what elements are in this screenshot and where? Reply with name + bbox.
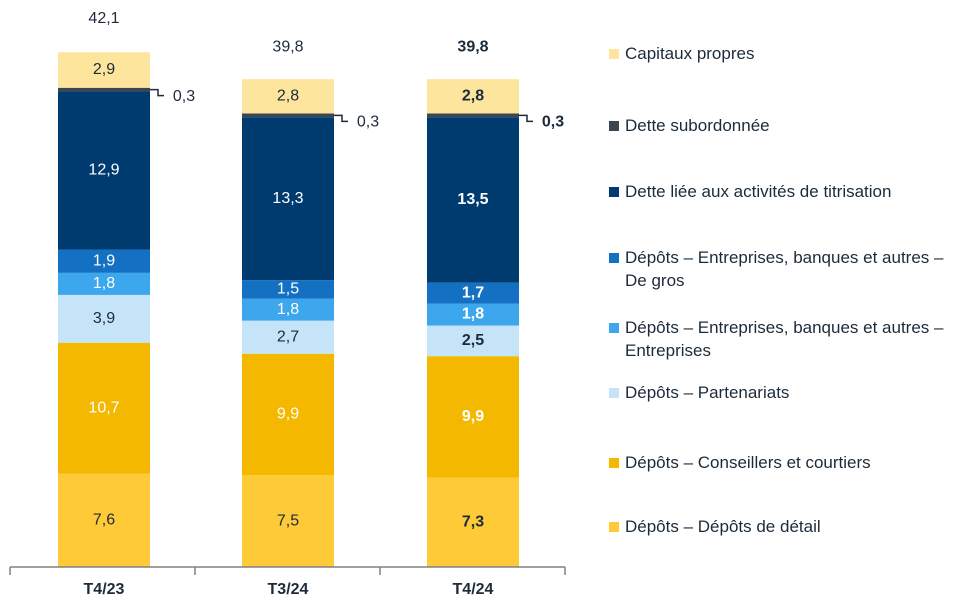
data-label: 7,3: [462, 513, 484, 530]
legend-label: Dette subordonnée: [625, 116, 770, 135]
total-label: 39,8: [272, 38, 303, 55]
legend-label: Dépôts – Conseillers et courtiers: [625, 453, 871, 472]
leader-line: [150, 88, 164, 97]
data-label: 9,9: [462, 408, 484, 425]
data-label: 9,9: [277, 406, 299, 423]
bar-segment: [427, 356, 519, 478]
legend-item: Dépôts – Conseillers et courtiers: [609, 451, 959, 474]
bar-segment: [242, 280, 334, 299]
bar-segment: [427, 477, 519, 567]
bar-segment: [242, 79, 334, 114]
legend-swatch: [609, 458, 619, 468]
legend-swatch: [609, 187, 619, 197]
legend-label: Capitaux propres: [625, 44, 755, 63]
legend-item: Dépôts – Dépôts de détail: [609, 515, 959, 538]
data-label: 2,8: [462, 88, 484, 105]
bar-segment: [242, 353, 334, 476]
x-tick-label: T3/24: [268, 581, 309, 598]
bar-segment: [427, 117, 519, 283]
data-label: 1,7: [462, 284, 484, 301]
legend-label: Dépôts – Entreprises, banques et autres …: [625, 318, 944, 360]
data-label: 1,9: [93, 252, 115, 269]
data-label: 2,9: [93, 61, 115, 78]
data-label: 3,9: [93, 310, 115, 327]
bar-segment: [427, 79, 519, 114]
leader-line: [334, 114, 348, 123]
bar-segment: [427, 113, 519, 118]
data-label: 13,3: [272, 190, 303, 207]
data-label: 0,3: [357, 114, 379, 131]
bar-segment: [58, 294, 150, 343]
legend-item: Dépôts – Entreprises, banques et autres …: [609, 246, 959, 292]
bar-segment: [58, 249, 150, 273]
bar-segment: [58, 473, 150, 567]
legend-label: Dépôts – Partenariats: [625, 383, 790, 402]
bar-segment: [427, 325, 519, 357]
data-label: 7,6: [93, 512, 115, 529]
legend-item: Dette subordonnée: [609, 114, 959, 137]
data-label: 2,8: [277, 88, 299, 105]
leader-line: [519, 114, 533, 123]
bar-segment: [427, 303, 519, 326]
bar-segment: [242, 320, 334, 354]
bar-segment: [58, 87, 150, 92]
bar-segment: [58, 91, 150, 250]
legend-item: Dépôts – Partenariats: [609, 381, 959, 404]
legend-label: Dépôts – Entreprises, banques et autres …: [625, 248, 944, 290]
bar-segment: [58, 272, 150, 295]
data-label: 0,3: [173, 88, 195, 105]
legend-item: Dette liée aux activités de titrisation: [609, 180, 959, 203]
legend-item: Capitaux propres: [609, 42, 959, 65]
legend-swatch: [609, 323, 619, 333]
data-label: 1,5: [277, 281, 299, 298]
data-label: 1,8: [277, 301, 299, 318]
legend-swatch: [609, 253, 619, 263]
data-label: 1,8: [93, 275, 115, 292]
data-label: 7,5: [277, 512, 299, 529]
bar-segment: [242, 117, 334, 281]
legend-swatch: [609, 522, 619, 532]
bar-segment: [242, 475, 334, 567]
bar-segment: [58, 342, 150, 474]
bar-segment: [242, 113, 334, 118]
data-label: 10,7: [88, 399, 119, 416]
legend-label: Dépôts – Dépôts de détail: [625, 517, 821, 536]
data-label: 1,8: [462, 306, 484, 323]
bar-segment: [58, 52, 150, 88]
total-label: 42,1: [88, 10, 119, 27]
legend-swatch: [609, 121, 619, 131]
data-label: 0,3: [542, 114, 564, 131]
legend-label: Dette liée aux activités de titrisation: [625, 182, 892, 201]
data-label: 13,5: [457, 191, 488, 208]
total-label: 39,8: [457, 38, 488, 55]
bar-segment: [242, 298, 334, 321]
bar-segment: [427, 282, 519, 304]
x-tick-label: T4/23: [84, 581, 125, 598]
data-label: 2,7: [277, 328, 299, 345]
x-tick-label: T4/24: [453, 581, 494, 598]
data-label: 12,9: [88, 162, 119, 179]
data-label: 2,5: [462, 332, 484, 349]
legend-item: Dépôts – Entreprises, banques et autres …: [609, 316, 959, 362]
legend-swatch: [609, 49, 619, 59]
legend-swatch: [609, 388, 619, 398]
